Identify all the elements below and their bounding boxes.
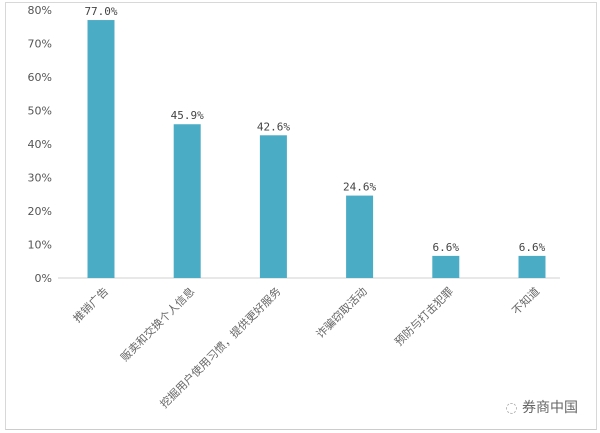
data-label: 24.6% [343,181,376,194]
y-tick-label: 70% [28,38,52,51]
data-label: 77.0% [84,5,117,18]
bar [173,124,201,278]
watermark: ◌ 券商中国 [505,397,578,417]
bar [87,20,115,279]
x-tick-label: 预防与打击犯罪 [392,284,456,348]
y-tick-label: 0% [35,272,52,285]
x-tick-label: 推销广告 [70,284,111,325]
y-tick-label: 50% [28,105,52,118]
y-tick-label: 30% [28,172,52,185]
bar [259,135,287,278]
data-label: 45.9% [171,109,204,122]
y-tick-label: 20% [28,205,52,218]
watermark-text: 券商中国 [522,400,578,416]
data-label: 42.6% [257,120,290,133]
data-label: 6.6% [433,241,460,254]
x-tick-label: 贩卖和交换个人信息 [117,284,197,364]
bar [346,195,374,278]
y-tick-label: 10% [28,239,52,252]
chart-frame [5,2,597,430]
x-tick-label: 诈骗窃取活动 [313,284,370,341]
y-tick-label: 60% [28,71,52,84]
wechat-icon: ◌ [505,400,522,416]
y-tick-label: 80% [28,4,52,17]
x-tick-label: 不知道 [509,284,542,317]
bar [518,255,546,278]
data-label: 6.6% [519,241,546,254]
bar [432,255,460,278]
y-tick-label: 40% [28,138,52,151]
